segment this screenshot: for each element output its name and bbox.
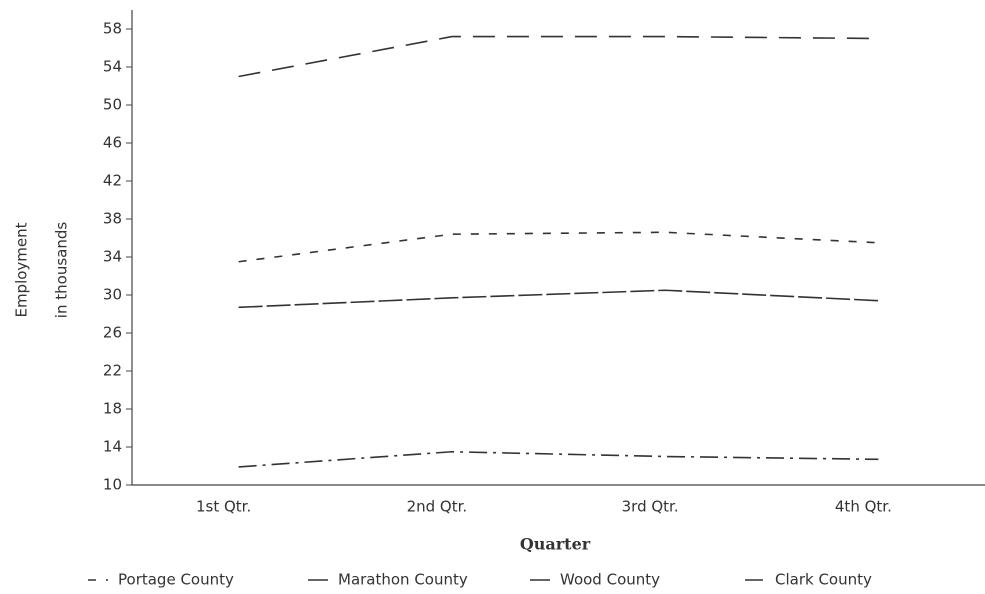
x-tick-label: 1st Qtr. xyxy=(196,498,251,516)
y-tick-label: 34 xyxy=(103,248,122,266)
y-tick-label: 42 xyxy=(103,172,122,190)
y-tick-label: 26 xyxy=(103,324,122,342)
legend-label: Clark County xyxy=(775,571,872,589)
legend-label: Portage County xyxy=(118,571,234,589)
y-tick-label: 58 xyxy=(103,20,122,38)
y-tick-label: 10 xyxy=(103,476,122,494)
x-axis-label: Quarter xyxy=(520,535,591,554)
y-tick-label: 22 xyxy=(103,362,122,380)
line xyxy=(238,35,879,78)
line xyxy=(238,450,879,468)
y-tick-label: 30 xyxy=(103,286,122,304)
y-axis-label: Employment xyxy=(13,222,31,317)
line xyxy=(238,289,879,309)
x-tick-label: 2nd Qtr. xyxy=(407,498,468,516)
y-tick-label: 46 xyxy=(103,134,122,152)
y-tick-label: 50 xyxy=(103,96,122,114)
y-tick-label: 14 xyxy=(103,438,122,456)
x-tick-label: 4th Qtr. xyxy=(835,498,892,516)
y-tick-label: 54 xyxy=(103,58,122,76)
legend-label: Marathon County xyxy=(338,571,468,589)
y-tick-label: 38 xyxy=(103,210,122,228)
line xyxy=(238,231,879,263)
y-tick-label: 18 xyxy=(103,400,122,418)
y-axis-label: in thousands xyxy=(53,222,71,319)
x-tick-label: 3rd Qtr. xyxy=(622,498,679,516)
legend-label: Wood County xyxy=(560,571,660,589)
